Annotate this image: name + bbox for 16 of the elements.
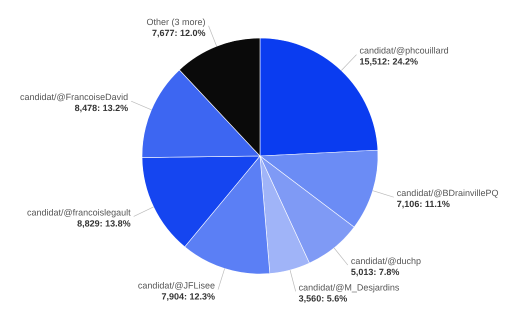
slice-label: Other (3 more) <box>146 16 206 27</box>
slice-label: candidat/@francoislegault <box>27 207 132 218</box>
slice-label: candidat/@BDrainvillePQ <box>396 188 498 198</box>
data-label: 5,013: 7.8% <box>350 267 400 278</box>
data-label: 8,478: 13.2% <box>74 103 128 114</box>
slice-label: candidat/@FrancoiseDavid <box>20 92 128 102</box>
data-label: 8,829: 13.8% <box>77 218 131 228</box>
slice-label: candidat/@phcouillard <box>360 46 449 56</box>
data-label: 3,560: 5.6% <box>298 293 348 304</box>
slice-label: candidat/@duchp <box>350 256 422 266</box>
data-label: 7,106: 11.1% <box>396 199 450 210</box>
slice-label: candidat/@JFLisee <box>138 280 216 291</box>
data-label: 15,512: 24.2% <box>360 56 418 67</box>
data-label: 7,677: 12.0% <box>152 28 206 38</box>
data-label: 7,904: 12.3% <box>162 292 216 302</box>
slice-label: candidat/@M_Desjardins <box>298 282 400 292</box>
